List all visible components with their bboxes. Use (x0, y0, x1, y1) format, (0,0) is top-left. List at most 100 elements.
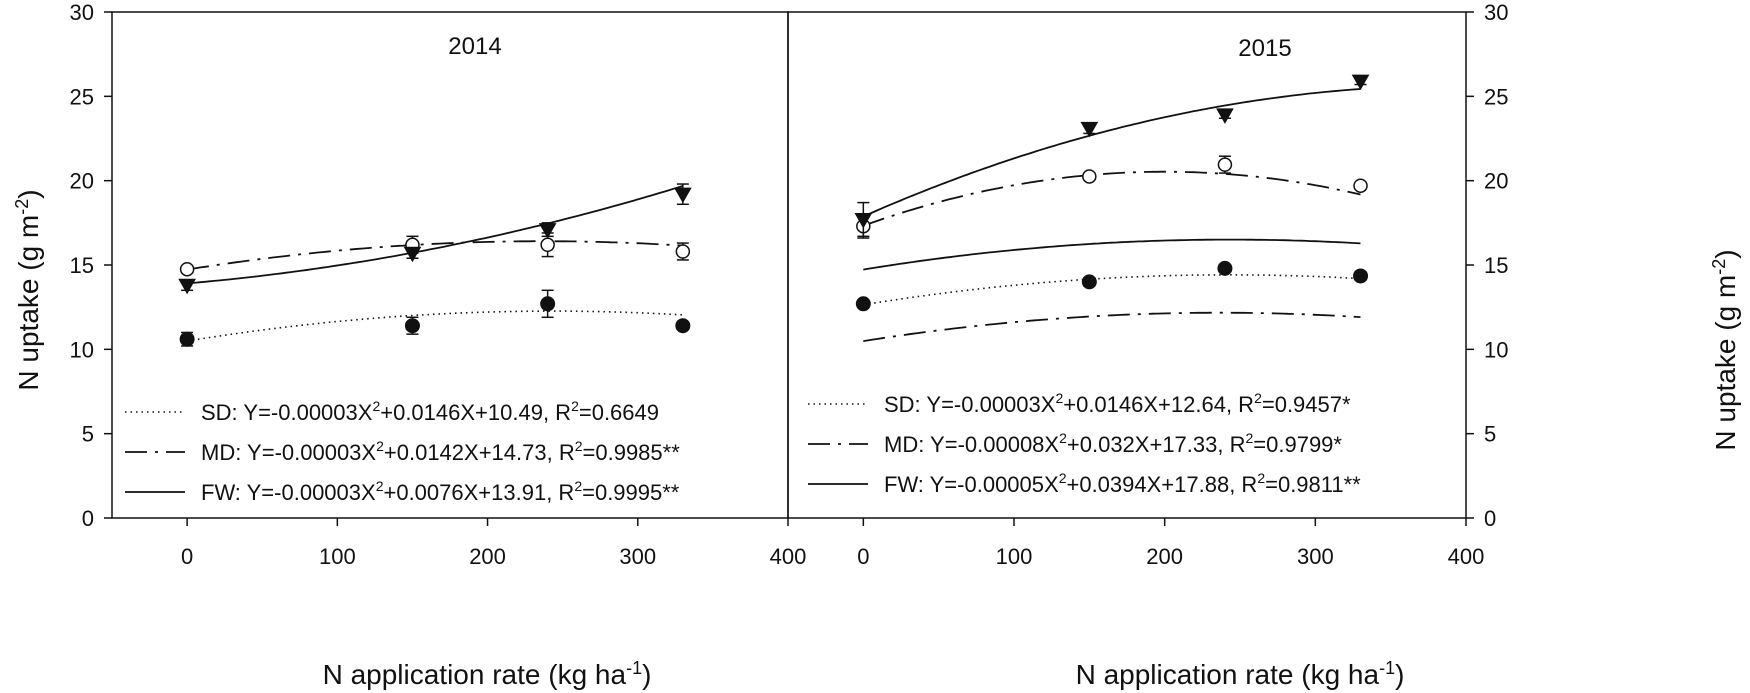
y-tick-label: 0 (82, 506, 94, 531)
y-tick-label: 20 (70, 169, 94, 194)
y-tick-label: 30 (70, 0, 94, 25)
panel-title-2015: 2015 (1238, 35, 1291, 62)
y-tick-label: 0 (1484, 506, 1496, 531)
equation-part: FW: Y=-0.00005X (884, 472, 1059, 497)
panel-title-2014: 2014 (448, 33, 501, 60)
equation-part: 2 (1055, 390, 1063, 406)
x-axis-label-text: N application rate (kg ha (1076, 659, 1380, 690)
y-tick-label: 5 (1484, 422, 1496, 447)
y-axis-label-sup: -2 (12, 199, 32, 215)
equation-part: FW: Y=-0.00003X (201, 480, 376, 505)
data-point-sd (1217, 260, 1233, 276)
extra-fit-curve (863, 238, 1361, 271)
x-axis-label-2014: N application rate (kg ha-1) (323, 658, 652, 690)
y-tick-label: 15 (70, 253, 94, 278)
data-point-fw (854, 212, 873, 229)
data-point-sd (1081, 274, 1097, 290)
equation-part: =0.9799* (1253, 432, 1342, 457)
x-axis-label-text: N application rate (kg ha (323, 659, 627, 690)
equation-part: =0.9985** (583, 440, 681, 465)
equation-part: SD: Y=-0.00003X (201, 400, 373, 425)
equation-part: 2 (376, 438, 384, 454)
legend-equation-fw: FW: Y=-0.00003X2+0.0076X+13.91, R2=0.999… (201, 478, 680, 505)
y-axis-label-left: N uptake (g m-2) (12, 189, 44, 390)
x-tick-label: 200 (1146, 544, 1183, 569)
data-point-fw (1216, 108, 1234, 124)
x-tick-label: 300 (1297, 544, 1334, 569)
plot-area-2014: 0 100 200 300 400 0 5 10 15 20 25 30 (70, 0, 807, 569)
y-axis-label-text: N uptake (g m (13, 215, 44, 391)
y-axis-label-right: N uptake (g m-2) (1709, 249, 1741, 450)
data-point-sd (675, 318, 691, 334)
y-tick-label: 5 (82, 422, 94, 447)
equation-part: +0.0076X+13.91, R (383, 480, 574, 505)
extra-fit-curve (863, 311, 1361, 342)
x-axis-label-2015: N application rate (kg ha-1) (1076, 658, 1405, 690)
legend-2015: SD: Y=-0.00003X2+0.0146X+12.64, R2=0.945… (808, 390, 1361, 497)
data-point-sd (404, 318, 420, 334)
equation-part: +0.0146X+12.64, R (1063, 392, 1254, 417)
x-tick-label: 100 (319, 544, 356, 569)
data-point-md (1082, 169, 1097, 184)
equation-part: 2 (1245, 430, 1253, 446)
equation-part: +0.0394X+17.88, R (1066, 472, 1257, 497)
y-tick-label: 10 (1484, 337, 1508, 362)
x-axis-label-end: ) (1395, 659, 1404, 690)
fit-curve-sd (186, 310, 683, 342)
equation-part: 2 (376, 478, 384, 494)
equation-part: 2 (575, 438, 583, 454)
y-tick-label: 20 (1484, 169, 1508, 194)
x-tick-label: 400 (770, 544, 807, 569)
equation-part: 2 (571, 398, 579, 414)
fit-curve-md (863, 170, 1361, 227)
y-axis-label-text: N uptake (g m (1710, 275, 1741, 451)
x-tick-label: 300 (619, 544, 656, 569)
fit-curve-md (186, 240, 683, 271)
data-point-fw (1080, 121, 1099, 138)
data-point-md (675, 244, 691, 259)
legend-equation-md: MD: Y=-0.00008X2+0.032X+17.33, R2=0.9799… (884, 430, 1342, 457)
legend-equation-fw: FW: Y=-0.00005X2+0.0394X+17.88, R2=0.981… (884, 470, 1361, 497)
y-axis-label-end: ) (1710, 249, 1741, 258)
equation-part: 2 (574, 478, 582, 494)
data-point-sd (540, 296, 556, 312)
plot-area-2015: 0 100 200 300 400 0 5 10 15 20 25 30 (787, 0, 1508, 569)
equation-part: 2 (372, 398, 380, 414)
y-tick-label: 25 (1484, 84, 1508, 109)
x-axis-label-end: ) (642, 659, 651, 690)
equation-part: 2 (1254, 390, 1262, 406)
legend-equation-md: MD: Y=-0.00003X2+0.0142X+14.73, R2=0.998… (201, 438, 680, 465)
legend-equation-sd: SD: Y=-0.00003X2+0.0146X+12.64, R2=0.945… (884, 390, 1351, 417)
y-axis-label-sup: -2 (1709, 259, 1729, 275)
equation-part: 2 (1059, 470, 1067, 486)
legend-equation-sd: SD: Y=-0.00003X2+0.0146X+10.49, R2=0.664… (201, 398, 659, 425)
fit-curve-fw (187, 185, 684, 285)
equation-part: =0.9457* (1262, 392, 1351, 417)
x-tick-label: 0 (181, 544, 193, 569)
data-point-md (1353, 178, 1368, 193)
equation-part: MD: Y=-0.00008X (884, 432, 1059, 457)
data-point-fw (673, 187, 692, 204)
x-tick-label: 0 (857, 544, 869, 569)
equation-part: =0.9995** (582, 480, 680, 505)
equation-part: +0.0146X+10.49, R (380, 400, 571, 425)
x-axis-label-sup: -1 (626, 658, 642, 678)
x-tick-label: 100 (996, 544, 1033, 569)
equation-part: =0.6649 (579, 400, 659, 425)
y-tick-label: 25 (70, 84, 94, 109)
y-axis-label-end: ) (13, 189, 44, 198)
y-tick-label: 30 (1484, 0, 1508, 25)
y-tick-label: 10 (70, 337, 94, 362)
equation-part: +0.032X+17.33, R (1067, 432, 1246, 457)
data-point-fw (178, 278, 196, 295)
equation-part: MD: Y=-0.00003X (201, 440, 376, 465)
fit-curve-sd (863, 274, 1361, 306)
panel-2014: 2014 0 100 200 300 400 0 5 10 15 20 25 30 SD: Y=-0.… (12, 0, 806, 690)
data-point-sd (855, 296, 871, 312)
x-tick-label: 200 (469, 544, 506, 569)
equation-part: =0.9811** (1265, 472, 1361, 497)
x-tick-label: 400 (1448, 544, 1485, 569)
equation-part: 2 (1257, 470, 1265, 486)
x-axis-label-sup: -1 (1379, 658, 1395, 678)
